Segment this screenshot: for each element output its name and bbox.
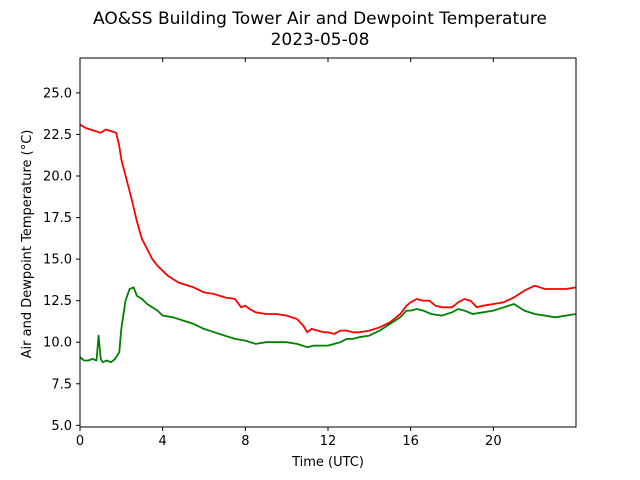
y-tick-label: 20.0 [43, 170, 72, 185]
x-tick-label: 4 [159, 434, 167, 449]
x-tick-label: 12 [320, 434, 337, 449]
x-tick-label: 16 [402, 434, 419, 449]
y-tick-label: 25.0 [43, 86, 72, 101]
plot-frame [79, 57, 577, 428]
chart-title: AO&SS Building Tower Air and Dewpoint Te… [93, 9, 547, 29]
x-tick-label: 0 [76, 434, 84, 449]
y-tick-label: 12.5 [43, 294, 72, 309]
series-line-1 [79, 123, 577, 335]
y-tick-label: 5.0 [51, 419, 72, 434]
chart-subtitle: 2023-05-08 [271, 30, 370, 50]
x-axis: 0 4 8 12 16 20 [76, 58, 502, 449]
y-tick-label: 22.5 [43, 128, 72, 143]
plot-area [79, 123, 577, 364]
x-axis-label: Time (UTC) [291, 455, 364, 470]
x-tick-label: 8 [241, 434, 249, 449]
series-line-2 [79, 286, 577, 364]
y-axis-label: Air and Dewpoint Temperature (°C) [20, 130, 35, 359]
y-tick-label: 10.0 [43, 336, 72, 351]
y-tick-label: 17.5 [43, 211, 72, 226]
y-tick-label: 7.5 [51, 377, 72, 392]
y-axis: 5.0 7.5 10.0 12.5 15.0 17.5 20.0 22.5 25.0 [43, 86, 80, 434]
y-tick-label: 15.0 [43, 253, 72, 268]
x-tick-label: 20 [485, 434, 502, 449]
